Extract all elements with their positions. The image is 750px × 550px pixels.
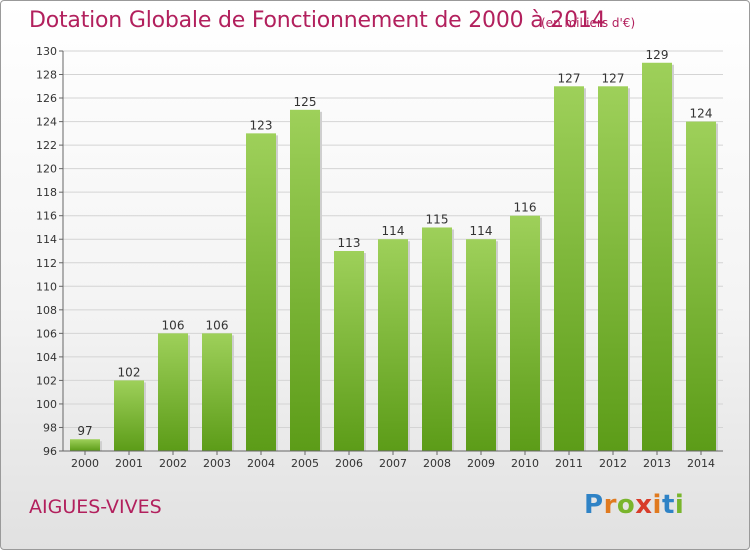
y-tick-label: 108 bbox=[36, 304, 57, 317]
bar bbox=[202, 333, 232, 451]
x-tick-label: 2002 bbox=[159, 457, 187, 470]
y-tick-label: 126 bbox=[36, 92, 57, 105]
x-tick-label: 2014 bbox=[687, 457, 715, 470]
y-tick-label: 110 bbox=[36, 280, 57, 293]
bar-value-label: 129 bbox=[646, 48, 669, 62]
logo-letter: o bbox=[616, 490, 636, 520]
x-tick-label: 2013 bbox=[643, 457, 671, 470]
y-tick-label: 96 bbox=[43, 445, 57, 458]
y-tick-label: 100 bbox=[36, 398, 57, 411]
commune-name: AIGUES-VIVES bbox=[29, 496, 162, 518]
y-tick-label: 106 bbox=[36, 327, 57, 340]
logo-letter: t bbox=[661, 490, 675, 520]
bar-value-label: 127 bbox=[558, 71, 581, 85]
bar-value-label: 113 bbox=[338, 236, 361, 250]
bar-value-label: 116 bbox=[514, 201, 537, 215]
bar-value-label: 127 bbox=[602, 71, 625, 85]
bar-value-label: 123 bbox=[250, 118, 273, 132]
bar-value-label: 106 bbox=[206, 318, 229, 332]
logo-letter: P bbox=[584, 490, 604, 520]
bar bbox=[642, 62, 672, 451]
bar bbox=[70, 439, 100, 451]
x-tick-label: 2011 bbox=[555, 457, 583, 470]
bar-value-label: 124 bbox=[690, 107, 713, 121]
bar-value-label: 114 bbox=[470, 224, 493, 238]
y-tick-label: 116 bbox=[36, 210, 57, 223]
x-tick-label: 2004 bbox=[247, 457, 275, 470]
x-axis: 2000 2001 2002 2003 2004 2005 2006 2007 2008 2009… bbox=[63, 450, 723, 470]
y-tick-label: 98 bbox=[43, 421, 57, 434]
x-tick-label: 2012 bbox=[599, 457, 627, 470]
bar bbox=[334, 251, 364, 451]
bar-value-label: 102 bbox=[118, 365, 141, 379]
bar-value-label: 97 bbox=[77, 424, 92, 438]
bar bbox=[466, 239, 496, 451]
y-tick-label: 124 bbox=[36, 116, 57, 129]
bars: 97 102 106 106 123 125 113 114 115 114 116 127 127 12… bbox=[70, 48, 718, 452]
y-tick-label: 118 bbox=[36, 186, 57, 199]
bar bbox=[686, 121, 716, 452]
chart-unit: (en milliers d'€) bbox=[541, 16, 636, 30]
bar bbox=[290, 109, 320, 451]
bar-chart: 96 98 100 102 104 106 108 110 112 114 116 118 120 122… bbox=[36, 45, 723, 470]
bar bbox=[378, 239, 408, 451]
proxiti-logo: Proxiti bbox=[584, 490, 684, 520]
bar-value-label: 106 bbox=[162, 318, 185, 332]
bar bbox=[598, 86, 628, 451]
bar bbox=[246, 133, 276, 451]
logo-letter: i bbox=[674, 490, 685, 520]
logo-letter: r bbox=[603, 490, 617, 520]
logo-letter: i bbox=[652, 490, 662, 520]
x-tick-label: 2007 bbox=[379, 457, 407, 470]
bar bbox=[422, 227, 452, 451]
bar-value-label: 115 bbox=[426, 212, 449, 226]
chart-title: Dotation Globale de Fonctionnement de 20… bbox=[29, 8, 606, 33]
y-tick-label: 114 bbox=[36, 233, 57, 246]
y-tick-label: 128 bbox=[36, 69, 57, 82]
x-tick-label: 2008 bbox=[423, 457, 451, 470]
x-tick-label: 2010 bbox=[511, 457, 539, 470]
bar bbox=[554, 86, 584, 451]
x-tick-label: 2006 bbox=[335, 457, 363, 470]
y-tick-label: 104 bbox=[36, 351, 57, 364]
y-tick-label: 120 bbox=[36, 163, 57, 176]
y-tick-label: 122 bbox=[36, 139, 57, 152]
x-tick-label: 2000 bbox=[71, 457, 99, 470]
y-tick-label: 102 bbox=[36, 374, 57, 387]
bar bbox=[510, 215, 540, 451]
bar bbox=[158, 333, 188, 451]
bar-value-label: 114 bbox=[382, 224, 405, 238]
x-tick-label: 2009 bbox=[467, 457, 495, 470]
bar bbox=[114, 380, 144, 451]
y-tick-label: 112 bbox=[36, 257, 57, 270]
logo-letter: x bbox=[635, 490, 653, 520]
x-tick-label: 2001 bbox=[115, 457, 143, 470]
y-axis: 96 98 100 102 104 106 108 110 112 114 116 118 120 122… bbox=[36, 45, 64, 458]
x-tick-label: 2003 bbox=[203, 457, 231, 470]
x-tick-label: 2005 bbox=[291, 457, 319, 470]
bar-value-label: 125 bbox=[294, 95, 317, 109]
y-tick-label: 130 bbox=[36, 45, 57, 58]
